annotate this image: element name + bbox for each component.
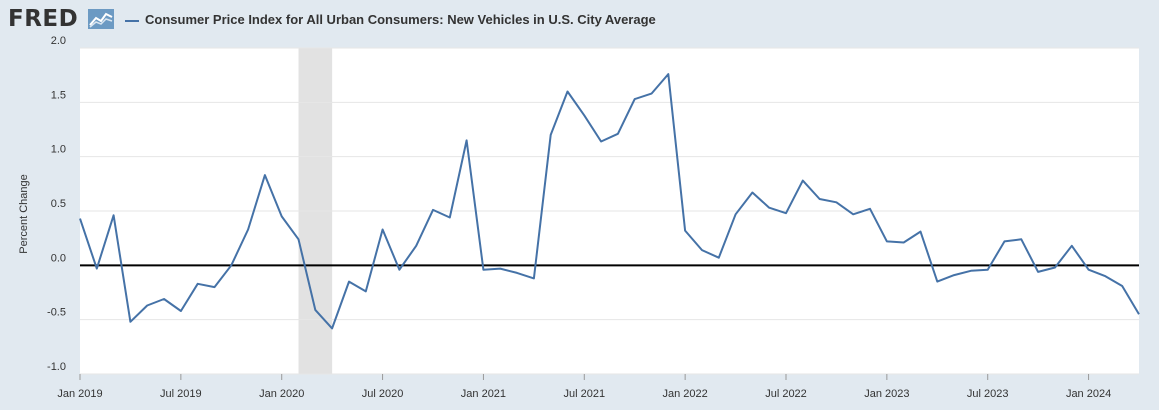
x-tick-label: Jul 2021 xyxy=(563,388,605,400)
grid-lines xyxy=(80,47,1139,375)
x-tick-label: Jul 2020 xyxy=(362,388,404,400)
legend-line-swatch xyxy=(125,20,139,22)
x-tick-label: Jul 2023 xyxy=(967,388,1009,400)
x-tick-label: Jan 2022 xyxy=(663,388,708,400)
y-tick-label: 1.0 xyxy=(51,144,66,156)
series-line[interactable] xyxy=(79,73,1140,330)
chart-header: FRED Consumer Price Index for All Urban … xyxy=(0,0,1159,40)
fred-logo[interactable]: FRED xyxy=(8,6,79,32)
x-tick-label: Jul 2019 xyxy=(160,388,202,400)
y-axis-ticks: -1.0 -0.5 0.0 0.5 1.0 1.5 2.0 xyxy=(47,35,66,373)
x-tick-label: Jan 2023 xyxy=(864,388,909,400)
y-tick-label: -0.5 xyxy=(47,307,66,319)
y-tick-label: -1.0 xyxy=(47,361,66,373)
x-tick-label: Jan 2019 xyxy=(57,388,102,400)
y-tick-label: 1.5 xyxy=(51,89,66,101)
y-tick-label: 0.5 xyxy=(51,198,66,210)
x-axis-ticks: Jan 2019 Jul 2019 Jan 2020 Jul 2020 Jan 2021… xyxy=(57,374,1111,400)
fred-graph-icon xyxy=(88,9,114,29)
x-tick-label: Jan 2024 xyxy=(1066,388,1111,400)
legend-series-label[interactable]: Consumer Price Index for All Urban Consu… xyxy=(145,12,656,27)
x-tick-label: Jul 2022 xyxy=(765,388,807,400)
x-tick-label: Jan 2020 xyxy=(259,388,304,400)
y-tick-label: 0.0 xyxy=(51,252,66,264)
y-tick-label: 2.0 xyxy=(51,35,66,47)
y-axis-label: Percent Change xyxy=(18,174,30,254)
x-tick-label: Jan 2021 xyxy=(461,388,506,400)
